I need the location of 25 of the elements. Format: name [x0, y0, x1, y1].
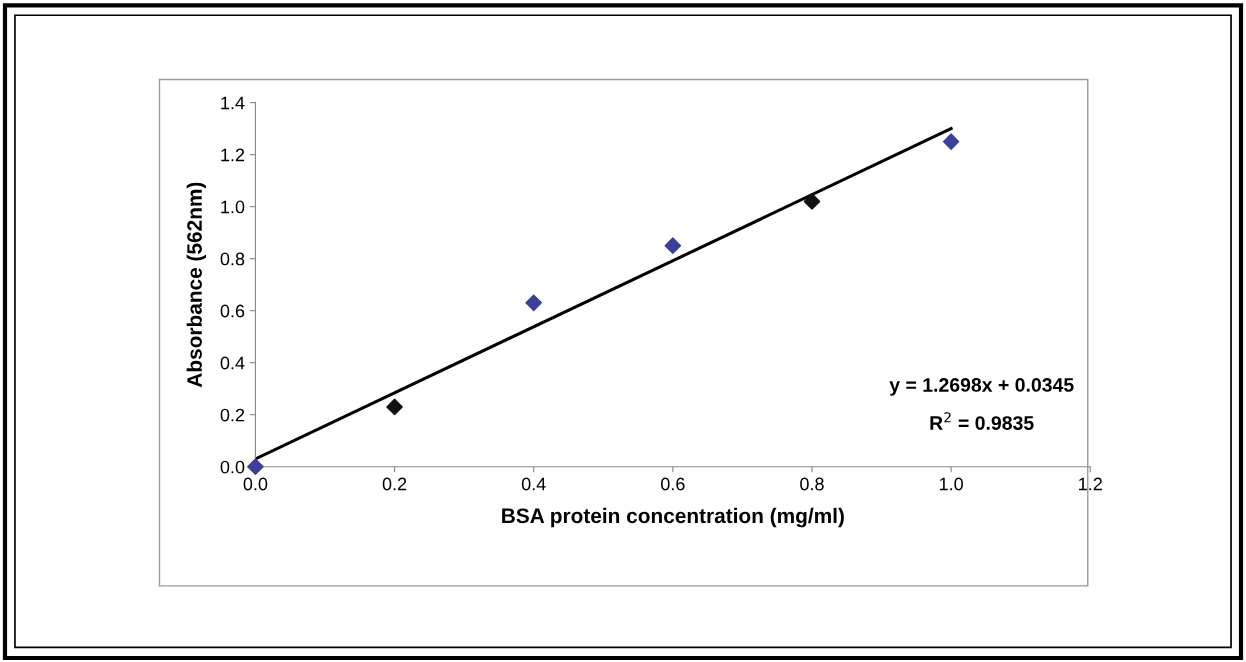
- x-tick-label: 0.6: [661, 477, 685, 491]
- y-tick-label: 0.8: [220, 252, 245, 266]
- y-tick-label: 0.6: [220, 304, 245, 318]
- point: [386, 398, 403, 416]
- x-tick-label: 0.8: [800, 477, 824, 491]
- y-tick-label: 1.2: [221, 148, 245, 162]
- y-tick-label: 0.2: [220, 408, 245, 422]
- point: [664, 237, 682, 254]
- y-tick-label: 1.0: [221, 200, 245, 214]
- x-tick-label: 1.0: [939, 477, 963, 491]
- x-tick-label: 0.2: [382, 477, 407, 491]
- y-axis-title: Absorbance (562nm): [186, 182, 207, 388]
- point: [247, 458, 264, 476]
- x-tick-label: 0.4: [521, 477, 546, 491]
- y-tick-label: 1.4: [221, 96, 245, 110]
- annotation: y = 1.2698x + 0.0345: [889, 378, 1074, 396]
- point: [803, 193, 821, 210]
- x-tick-label: 0.0: [243, 477, 268, 491]
- point: [525, 294, 543, 312]
- x-tick-label: 1.2: [1079, 477, 1102, 491]
- x-axis-title: BSA protein concentration (mg/ml): [502, 507, 844, 528]
- annotation: R$^{2}$ = 0.9835: [930, 412, 1034, 430]
- y-tick-label: 0.4: [220, 356, 245, 370]
- point: [942, 133, 960, 150]
- y-tick-label: 0.0: [220, 460, 245, 474]
